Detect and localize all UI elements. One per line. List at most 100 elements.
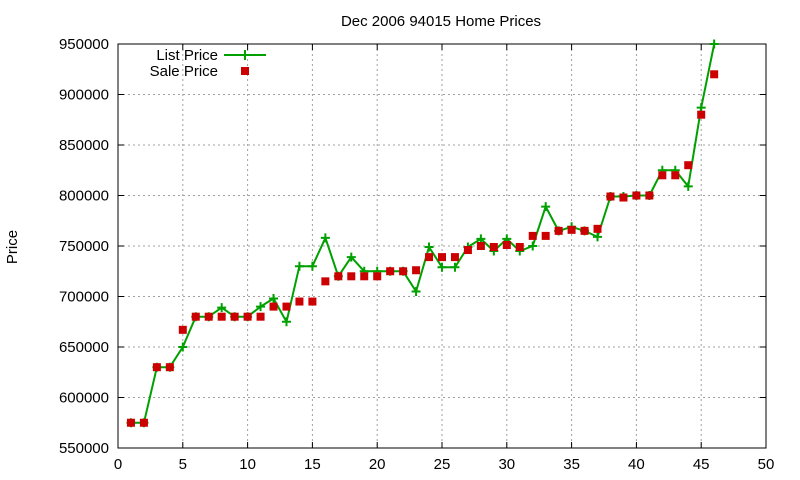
x-tick-label-7: 35 bbox=[563, 456, 580, 473]
sale-price-point-37 bbox=[593, 224, 602, 233]
chart-title: Dec 2006 94015 Home Prices bbox=[341, 13, 541, 30]
sale-price-point-11 bbox=[256, 312, 265, 321]
y-tick-label-4: 750000 bbox=[59, 238, 109, 255]
y-tick-labels: 550000 600000 650000 700000 750000 800000 8500… bbox=[59, 36, 109, 457]
list-price-point-45 bbox=[696, 103, 706, 113]
sale-price-point-28 bbox=[476, 242, 485, 250]
legend: List Price Sale Price bbox=[150, 47, 266, 80]
legend-label-list-price: List Price bbox=[156, 47, 218, 64]
legend-marker-list-price bbox=[240, 50, 250, 60]
sale-price-point-10 bbox=[243, 312, 252, 321]
sale-price-point-14 bbox=[295, 297, 304, 306]
x-tick-label-10: 50 bbox=[758, 456, 775, 473]
sale-price-point-4 bbox=[165, 363, 174, 372]
sale-price-point-18 bbox=[347, 272, 356, 281]
list-price-point-37 bbox=[593, 232, 603, 242]
list-price-point-32 bbox=[528, 241, 538, 251]
sale-price-point-8 bbox=[217, 312, 226, 321]
list-price-point-5 bbox=[178, 342, 188, 352]
sale-price-point-9 bbox=[230, 312, 239, 321]
y-tick-label-0: 550000 bbox=[59, 440, 109, 457]
y-tick-label-7: 900000 bbox=[59, 87, 109, 104]
x-tick-labels: 0 5 10 15 20 25 30 35 40 45 50 bbox=[114, 456, 775, 473]
sale-price-point-19 bbox=[360, 272, 369, 281]
list-price-point-23 bbox=[411, 286, 421, 296]
y-tick-label-1: 600000 bbox=[59, 390, 109, 407]
sale-price-point-6 bbox=[191, 312, 200, 321]
list-price-point-24 bbox=[424, 242, 434, 252]
y-tick-label-6: 850000 bbox=[59, 137, 109, 154]
x-tick-label-4: 20 bbox=[369, 456, 386, 473]
sale-price-point-13 bbox=[282, 302, 291, 311]
sale-price-point-17 bbox=[334, 272, 343, 281]
sale-price-point-12 bbox=[269, 302, 278, 311]
x-tick-label-6: 30 bbox=[498, 456, 515, 473]
sale-price-point-21 bbox=[386, 267, 395, 276]
x-tick-label-5: 25 bbox=[434, 456, 451, 473]
sale-price-point-35 bbox=[567, 225, 576, 234]
sale-price-point-25 bbox=[438, 253, 446, 262]
legend-marker-sale-price bbox=[241, 67, 249, 75]
list-price-point-15 bbox=[307, 261, 317, 271]
list-price-point-25 bbox=[437, 262, 447, 272]
sale-price-point-30 bbox=[502, 240, 511, 249]
sale-price-point-15 bbox=[308, 297, 317, 306]
sale-price-point-5 bbox=[178, 325, 187, 334]
sale-price-point-36 bbox=[580, 226, 589, 235]
sale-price-point-45 bbox=[697, 110, 706, 119]
list-price-point-44 bbox=[683, 181, 693, 191]
list-price-point-26 bbox=[450, 262, 460, 272]
sale-price-point-1 bbox=[126, 418, 135, 427]
legend-label-sale-price: Sale Price bbox=[150, 63, 218, 80]
list-price-point-14 bbox=[294, 261, 304, 271]
series-list-price bbox=[126, 39, 719, 428]
series-sale-price bbox=[126, 70, 719, 427]
list-price-point-16 bbox=[320, 233, 330, 243]
sale-price-point-32 bbox=[528, 231, 537, 240]
sale-price-point-44 bbox=[684, 161, 693, 170]
sale-price-point-3 bbox=[152, 363, 161, 372]
sale-price-point-33 bbox=[541, 231, 550, 240]
sale-price-point-38 bbox=[606, 192, 615, 201]
list-price-point-12 bbox=[269, 294, 279, 304]
x-tick-label-2: 10 bbox=[239, 456, 256, 473]
sale-price-point-22 bbox=[399, 267, 408, 276]
sale-price-point-43 bbox=[671, 171, 680, 180]
sale-price-point-23 bbox=[412, 266, 421, 275]
list-price-point-8 bbox=[217, 303, 227, 313]
sale-price-point-26 bbox=[450, 253, 459, 262]
x-tick-label-3: 15 bbox=[304, 456, 321, 473]
list-price-point-13 bbox=[281, 317, 291, 327]
sale-price-point-46 bbox=[710, 70, 719, 79]
sale-price-point-39 bbox=[619, 193, 628, 202]
list-price-point-28 bbox=[476, 234, 486, 244]
sale-price-point-42 bbox=[658, 171, 667, 180]
sale-price-point-40 bbox=[632, 191, 641, 200]
axis-ticks bbox=[117, 43, 767, 449]
list-price-point-33 bbox=[541, 202, 551, 212]
list-price-line bbox=[131, 43, 716, 424]
y-tick-label-3: 700000 bbox=[59, 289, 109, 306]
sale-price-point-27 bbox=[463, 246, 472, 255]
sale-price-point-24 bbox=[425, 253, 434, 262]
list-price-point-18 bbox=[346, 252, 356, 262]
x-tick-label-8: 40 bbox=[628, 456, 645, 473]
sale-price-point-16 bbox=[321, 277, 330, 286]
x-tick-label-1: 5 bbox=[179, 456, 187, 473]
y-tick-label-8: 950000 bbox=[59, 36, 109, 53]
x-tick-label-0: 0 bbox=[114, 456, 122, 473]
y-axis-label: Price bbox=[4, 230, 21, 264]
sale-price-point-20 bbox=[373, 272, 382, 281]
y-tick-label-5: 800000 bbox=[59, 188, 109, 205]
y-tick-label-2: 650000 bbox=[59, 339, 109, 356]
sale-price-point-29 bbox=[489, 243, 498, 252]
sale-price-point-41 bbox=[645, 191, 654, 200]
x-tick-label-9: 45 bbox=[693, 456, 710, 473]
list-price-point-46 bbox=[709, 39, 719, 49]
sale-price-point-31 bbox=[515, 243, 524, 252]
grid-lines bbox=[118, 44, 766, 448]
list-price-point-11 bbox=[256, 302, 266, 312]
sale-price-point-7 bbox=[204, 312, 213, 321]
sale-price-point-2 bbox=[139, 418, 148, 427]
